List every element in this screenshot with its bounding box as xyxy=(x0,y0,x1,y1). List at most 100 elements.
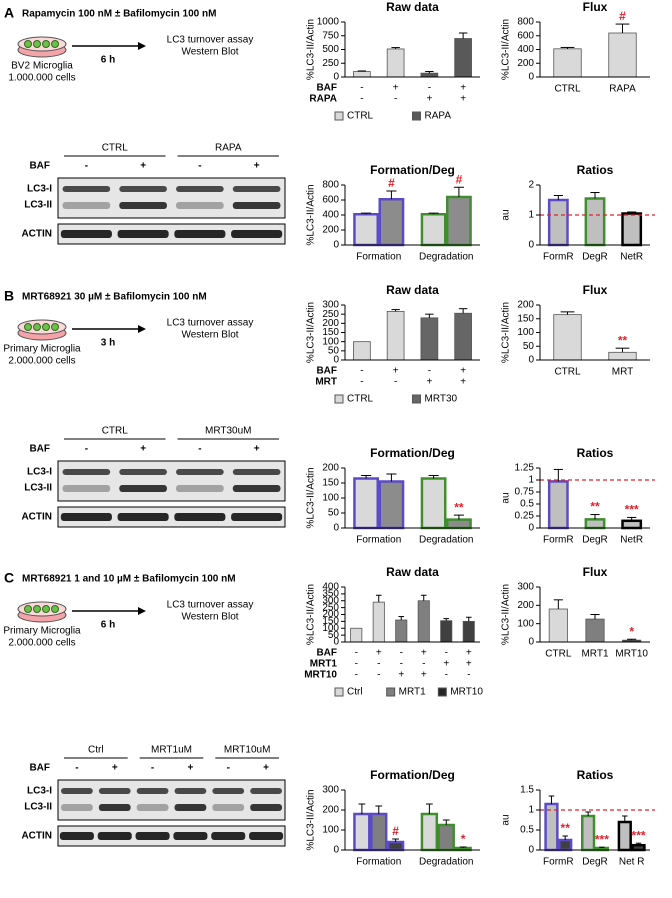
significance: * xyxy=(461,832,466,846)
x-tick-label: FormR xyxy=(543,252,574,263)
x-tick-label: NetR xyxy=(620,535,643,546)
legend-swatch xyxy=(437,687,447,697)
band xyxy=(119,186,167,192)
y-tick-label: 150 xyxy=(322,616,339,627)
row-sign: - xyxy=(400,659,403,670)
blot-sign: - xyxy=(198,161,201,172)
row-label: MRT1 xyxy=(310,659,338,670)
y-axis-label: au xyxy=(501,209,512,220)
bar xyxy=(581,814,596,852)
band xyxy=(250,804,282,811)
band xyxy=(98,788,131,794)
row-sign: - xyxy=(377,670,380,681)
row-sign: - xyxy=(400,648,403,659)
band xyxy=(62,186,111,192)
row-sign: - xyxy=(445,670,448,681)
bar xyxy=(378,480,405,530)
assay-label: Western Blot xyxy=(181,330,238,341)
y-tick-label: 250 xyxy=(322,602,339,613)
bar xyxy=(454,38,472,78)
bar xyxy=(395,619,408,643)
x-tick-label: MRT1 xyxy=(581,649,608,660)
x-tick-label: DegR xyxy=(582,535,608,546)
y-tick-label: 1 xyxy=(528,210,534,221)
y-tick-label: 50 xyxy=(328,345,340,356)
row-label: RAPA xyxy=(309,94,337,105)
bar xyxy=(553,48,582,78)
band xyxy=(211,832,246,840)
x-tick-label: DegR xyxy=(582,252,608,263)
y-tick-label: 0 xyxy=(333,355,339,366)
blot-row: LC3-II xyxy=(24,483,52,494)
row-sign: + xyxy=(426,377,432,388)
blot-sign: + xyxy=(254,161,260,172)
row-sign: + xyxy=(376,648,382,659)
bar xyxy=(372,601,385,643)
band xyxy=(176,186,224,192)
band xyxy=(232,186,281,192)
blot-sign: + xyxy=(140,161,146,172)
y-tick-label: 200 xyxy=(517,58,534,69)
row-label: BAF xyxy=(316,83,337,94)
blot-sign: + xyxy=(140,444,146,455)
blot-group: CTRL xyxy=(102,143,129,154)
band xyxy=(231,513,283,521)
x-tick-label: Formation xyxy=(356,535,401,546)
blot-treatment: BAF xyxy=(29,763,50,774)
row-sign: - xyxy=(360,83,363,94)
row-sign: + xyxy=(443,659,449,670)
bar xyxy=(353,812,371,852)
y-tick-label: 400 xyxy=(517,44,534,55)
y-axis-label: %LC3-II/Actin xyxy=(306,467,317,528)
bar xyxy=(353,341,371,361)
x-tick-label: CTRL xyxy=(554,84,581,95)
blot-row: ACTIN xyxy=(21,831,52,842)
y-tick-label: 1 xyxy=(528,805,534,816)
cell xyxy=(51,40,59,48)
y-axis-label: %LC3-II/Actin xyxy=(306,584,317,645)
band xyxy=(212,788,245,794)
blot-sign: + xyxy=(254,444,260,455)
band xyxy=(250,788,282,794)
bar xyxy=(420,72,439,78)
y-tick-label: 200 xyxy=(322,318,339,329)
y-axis-label: %LC3-II/Actin xyxy=(501,302,512,363)
y-axis-label: %LC3-II/Actin xyxy=(306,184,317,245)
blot-row: ACTIN xyxy=(21,512,52,523)
band xyxy=(119,202,167,209)
y-tick-label: 100 xyxy=(517,327,534,338)
y-tick-label: 50 xyxy=(328,508,340,519)
blot-sign: - xyxy=(198,444,201,455)
assay-label: Western Blot xyxy=(181,47,238,58)
chart-title: Raw data xyxy=(386,283,439,297)
legend-swatch xyxy=(334,111,344,121)
time-label: 6 h xyxy=(101,620,115,631)
y-tick-label: 2 xyxy=(528,180,534,191)
y-tick-label: 300 xyxy=(322,785,339,796)
blot-group: MRT30uM xyxy=(205,426,252,437)
blot-actin xyxy=(57,223,286,245)
y-tick-label: 0 xyxy=(333,523,339,534)
bar xyxy=(544,802,559,852)
row-sign: - xyxy=(467,670,470,681)
bar xyxy=(370,812,388,852)
legend-label: Ctrl xyxy=(347,687,363,698)
cells-label: 2.000.000 cells xyxy=(8,638,75,649)
bar xyxy=(547,480,569,530)
band xyxy=(60,513,112,521)
significance: * xyxy=(629,624,634,638)
cell xyxy=(51,605,59,613)
assay-label: Western Blot xyxy=(181,612,238,623)
y-tick-label: 50 xyxy=(523,341,535,352)
bar xyxy=(446,195,472,247)
band xyxy=(176,202,224,209)
y-tick-label: 0.75 xyxy=(515,487,535,498)
bar xyxy=(617,820,632,852)
row-label: MRT xyxy=(315,377,337,388)
band xyxy=(232,469,281,475)
significance: ** xyxy=(590,500,600,514)
row-sign: + xyxy=(460,377,466,388)
y-tick-label: 0 xyxy=(333,637,339,648)
y-tick-label: 0 xyxy=(333,72,339,83)
